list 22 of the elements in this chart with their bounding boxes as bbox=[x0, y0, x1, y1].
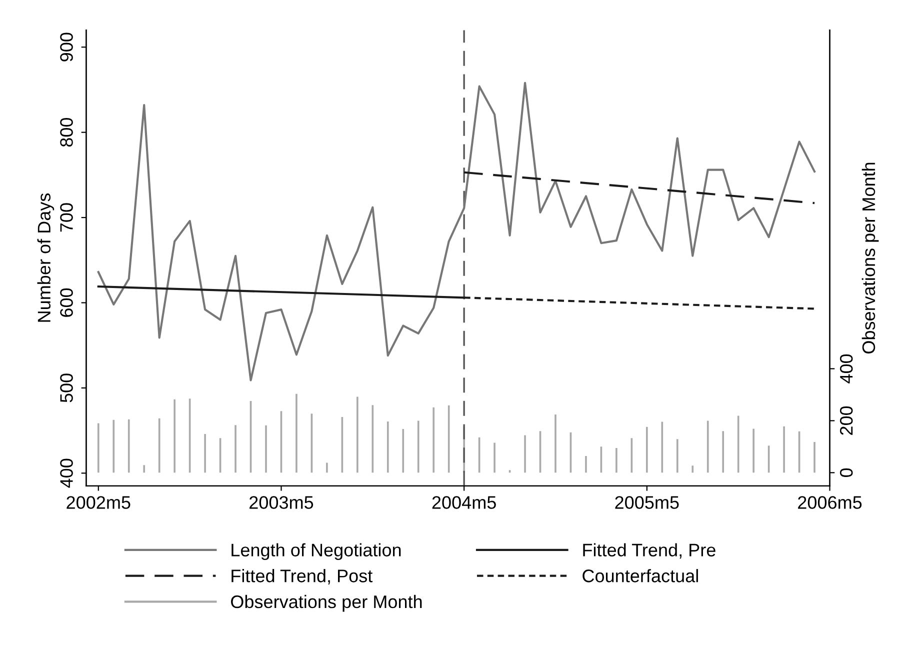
y-tick-label: 800 bbox=[60, 118, 73, 147]
y-tick-label: 600 bbox=[60, 288, 73, 317]
x-tick-label: 2005m5 bbox=[615, 496, 679, 509]
y-tick-label: 700 bbox=[60, 203, 73, 232]
y-tick-label: 500 bbox=[60, 374, 73, 402]
x-tick-label: 2003m5 bbox=[250, 496, 314, 509]
y2-tick-label: 400 bbox=[840, 354, 853, 384]
legend-label: Length of Negotiation bbox=[232, 543, 401, 560]
y2-tick-label: 0 bbox=[840, 468, 853, 477]
line-series bbox=[97, 82, 816, 382]
y-tick-label: 900 bbox=[60, 32, 73, 62]
legend-label: Observations per Month bbox=[231, 594, 422, 612]
y-axis-title: Number of Days bbox=[37, 193, 54, 322]
y2-tick-label: 200 bbox=[840, 406, 853, 435]
y-tick-label: 400 bbox=[60, 458, 73, 488]
x-tick-label: 2004m5 bbox=[432, 496, 496, 509]
x-tick-label: 2006m5 bbox=[798, 496, 862, 509]
y2-axis-title: Observations per Month bbox=[862, 162, 879, 354]
x-tick-label: 2002m5 bbox=[66, 496, 130, 509]
legend-label: Fitted Trend, Post bbox=[232, 569, 373, 584]
legend-label: Counterfactual bbox=[582, 569, 698, 582]
legend-label: Fitted Trend, Pre bbox=[583, 543, 716, 559]
